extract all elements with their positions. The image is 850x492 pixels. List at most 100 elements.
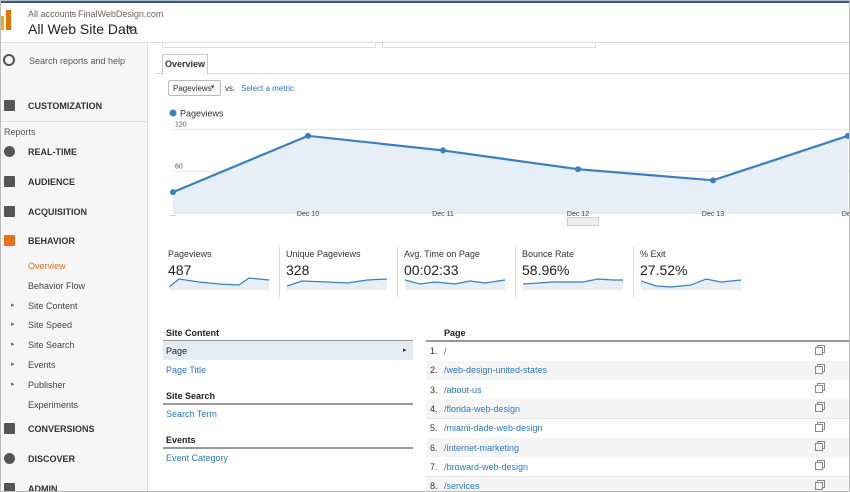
legend-label: Pageviews (180, 109, 224, 119)
row-rank: 5. (430, 423, 438, 434)
row-rank: 1. (430, 346, 438, 356)
nav-subitem[interactable]: Events (28, 360, 56, 370)
page-link[interactable]: /about-us (444, 384, 482, 395)
x-tick-label: Dec 12 (567, 211, 589, 218)
nav-item[interactable]: BEHAVIOR (28, 236, 75, 246)
metric-dropdown[interactable]: Pageviews (168, 80, 221, 96)
report-link[interactable]: Event Category (166, 453, 229, 463)
open-icon[interactable] (815, 404, 823, 413)
row-rank: 7. (430, 461, 438, 472)
page-link[interactable]: /internet-marketing (444, 442, 520, 453)
open-icon[interactable] (815, 423, 823, 432)
nav-subitem[interactable]: Experiments (28, 399, 79, 410)
section-rule (163, 340, 413, 342)
table-header: Page (444, 328, 466, 338)
header-border (0, 42, 850, 43)
open-icon[interactable] (815, 481, 823, 490)
breadcrumb[interactable]: All accounts (28, 9, 77, 19)
legend-marker (169, 109, 177, 117)
metric-value: 328 (286, 262, 310, 278)
metric-value: 58.96% (522, 262, 570, 278)
selected-row (163, 341, 413, 360)
point (305, 132, 311, 139)
row-arrow: ▸ (403, 347, 407, 354)
breadcrumb[interactable]: FinalWebDesign.com (78, 9, 164, 19)
open-icon[interactable] (815, 365, 823, 374)
search-icon (3, 54, 15, 66)
nav-item[interactable]: CUSTOMIZATION (28, 101, 103, 111)
open-icon[interactable] (815, 346, 823, 355)
report-link[interactable]: Search Term (166, 409, 217, 419)
nav-item[interactable]: ADMIN (28, 484, 58, 492)
tab[interactable]: Overview (162, 54, 208, 75)
open-icon[interactable] (815, 443, 823, 451)
search-field[interactable]: Search reports and help (29, 56, 126, 66)
point (170, 189, 176, 196)
section-heading: Events (166, 435, 196, 445)
nav-icon (4, 235, 15, 246)
row-rank: 3. (430, 384, 438, 395)
sparkline (405, 279, 506, 290)
line (172, 134, 849, 194)
page-link[interactable]: /broward-web-design (444, 461, 529, 472)
input-box (382, 42, 596, 48)
open-icon[interactable] (815, 385, 823, 394)
metric-value: 00:02:33 (404, 262, 459, 278)
expand-arrow: ▸ (11, 321, 15, 329)
nav-item[interactable]: AUDIENCE (28, 177, 76, 187)
page-link[interactable]: /florida-web-design (444, 403, 521, 414)
x-tick-label: Dec 11 (432, 211, 454, 218)
nav-subitem[interactable]: Site Content (28, 300, 78, 311)
section-heading: Site Content (166, 328, 219, 338)
input-box (162, 42, 376, 48)
nav-subitem[interactable]: Site Search (28, 340, 75, 351)
nav-subitem[interactable]: Site Speed (28, 320, 73, 331)
x-tick-label: Dec 10 (297, 211, 319, 218)
sparkline-line (405, 279, 506, 285)
expand-arrow: ▸ (11, 301, 15, 309)
open-icon[interactable] (815, 462, 823, 471)
sparkline-line (287, 278, 388, 287)
nav-icon (4, 483, 15, 492)
report-link[interactable]: Page (166, 346, 188, 356)
section-heading: Site Search (166, 391, 216, 401)
page-link[interactable]: / (444, 346, 447, 356)
metric-divider (633, 247, 634, 297)
tab-line (155, 73, 850, 74)
page-link[interactable]: /services (444, 481, 480, 492)
header-rule (426, 340, 850, 342)
nav-item[interactable]: DISCOVER (28, 454, 76, 464)
sparkline-line (169, 277, 270, 288)
x-tick-label: Dec 13 (702, 211, 724, 218)
metric-divider (397, 247, 398, 297)
select-metric[interactable]: Select a metric (241, 84, 294, 93)
sparkline-area (523, 279, 623, 290)
nav-icon (4, 176, 15, 187)
section-label: Reports (4, 127, 36, 137)
sparkline (641, 278, 742, 290)
expand-arrow: ▸ (11, 341, 15, 349)
point (845, 132, 850, 139)
point (575, 166, 581, 173)
row-rank: 4. (430, 403, 438, 414)
page-link[interactable]: /miami-dade-web-design (444, 423, 543, 434)
nav-subitem[interactable]: Behavior Flow (28, 280, 86, 291)
nav-item[interactable]: ACQUISITION (28, 207, 88, 217)
row-rank: 6. (430, 442, 438, 453)
nav-subitem[interactable]: Publisher (28, 379, 66, 390)
dropdown-caret: ▾ (128, 23, 133, 33)
nav-subitem[interactable]: Overview (28, 261, 66, 271)
metric-label: Avg. Time on Page (404, 249, 480, 259)
x-tick-label: Dec (842, 211, 850, 218)
metric-label: % Exit (640, 249, 666, 259)
point (710, 177, 716, 184)
report-link[interactable]: Page Title (166, 365, 207, 375)
nav-item[interactable]: REAL-TIME (28, 147, 77, 157)
nav-item[interactable]: CONVERSIONS (28, 424, 95, 434)
view-title[interactable]: All Web Site Data (28, 21, 138, 37)
top-bar (0, 0, 850, 3)
table-row (426, 476, 850, 492)
page-link[interactable]: /web-design-united-states (444, 365, 548, 376)
point (440, 147, 446, 154)
